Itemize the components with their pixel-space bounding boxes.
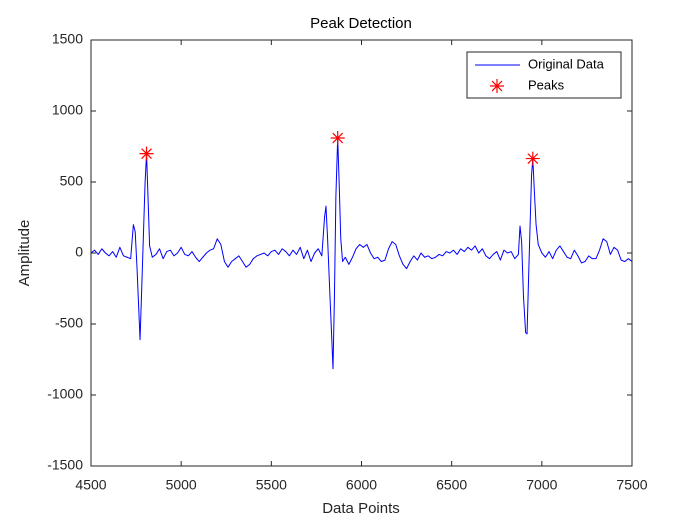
x-tick-label: 7500 (616, 477, 647, 493)
y-tick-label: 500 (60, 173, 84, 189)
x-tick-label: 6000 (346, 477, 377, 493)
legend-label: Peaks (528, 77, 565, 92)
peak-marker (330, 130, 345, 145)
x-tick-label: 5500 (256, 477, 287, 493)
y-tick-label: -1000 (47, 386, 83, 402)
y-tick-label: 1000 (52, 102, 83, 118)
axes-box (90, 39, 633, 467)
y-tick-label: 1500 (52, 31, 83, 47)
legend-marker (490, 79, 504, 93)
x-tick-label: 4500 (75, 477, 106, 493)
data-line (90, 137, 633, 370)
chart-title: Peak Detection (310, 15, 412, 32)
peak-marker (525, 151, 540, 166)
peak-marker (139, 146, 154, 161)
x-tick-label: 5000 (166, 477, 197, 493)
x-axis-label: Data Points (322, 500, 400, 517)
y-tick-label: -1500 (47, 457, 83, 473)
y-tick-label: 0 (75, 244, 83, 260)
y-tick-label: -500 (55, 315, 83, 331)
legend-label: Original Data (528, 56, 605, 71)
x-tick-label: 7000 (526, 477, 557, 493)
y-axis-label: Amplitude (16, 220, 33, 287)
x-tick-label: 6500 (436, 477, 467, 493)
